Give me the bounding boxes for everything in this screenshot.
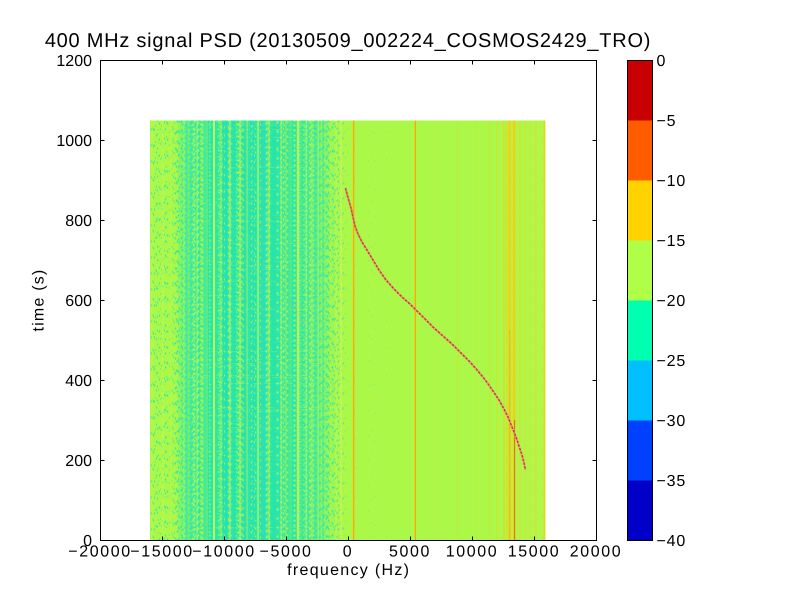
svg-text:−20: −20: [657, 293, 687, 310]
svg-text:0: 0: [83, 533, 92, 550]
svg-text:−40: −40: [657, 533, 687, 550]
svg-text:10000: 10000: [446, 543, 499, 560]
svg-text:−20000: −20000: [68, 543, 131, 560]
svg-text:600: 600: [65, 293, 92, 310]
svg-text:−35: −35: [657, 473, 687, 490]
svg-text:frequency (Hz): frequency (Hz): [287, 562, 410, 579]
svg-text:0: 0: [657, 53, 667, 70]
svg-text:time (s): time (s): [31, 269, 48, 332]
svg-text:0: 0: [343, 543, 354, 560]
svg-text:20000: 20000: [570, 543, 623, 560]
svg-text:−10: −10: [657, 173, 687, 190]
svg-text:5000: 5000: [389, 543, 431, 560]
svg-text:800: 800: [65, 213, 92, 230]
svg-text:1000: 1000: [56, 133, 92, 150]
svg-text:−30: −30: [657, 413, 687, 430]
svg-text:200: 200: [65, 453, 92, 470]
svg-text:400 MHz signal PSD (20130509_0: 400 MHz signal PSD (20130509_002224_COSM…: [45, 30, 651, 52]
svg-text:−25: −25: [657, 353, 687, 370]
svg-text:15000: 15000: [508, 543, 561, 560]
svg-text:−15: −15: [657, 233, 687, 250]
svg-text:−5000: −5000: [260, 543, 313, 560]
svg-text:400: 400: [65, 373, 92, 390]
svg-text:−15000: −15000: [130, 543, 193, 560]
svg-text:−10000: −10000: [192, 543, 255, 560]
svg-text:1200: 1200: [56, 53, 92, 70]
svg-text:−5: −5: [657, 113, 677, 130]
